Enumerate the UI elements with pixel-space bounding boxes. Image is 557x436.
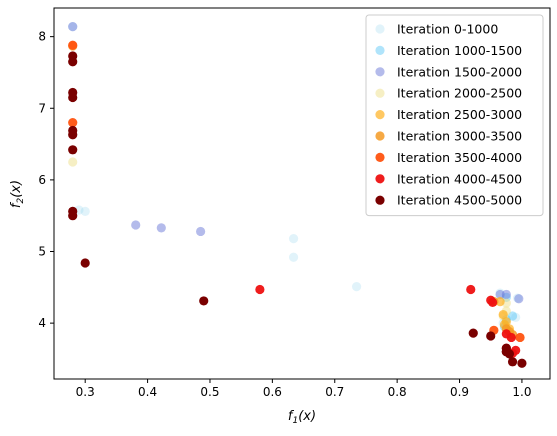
data-point bbox=[501, 347, 511, 357]
x-tick-label: 0.4 bbox=[138, 385, 157, 399]
legend-label: Iteration 2000-2500 bbox=[397, 86, 522, 101]
data-point bbox=[68, 145, 78, 155]
data-point bbox=[507, 311, 518, 321]
legend-marker bbox=[375, 195, 385, 205]
data-point bbox=[501, 289, 511, 300]
points-layer bbox=[68, 22, 527, 368]
legend-label: Iteration 1500-2000 bbox=[397, 64, 522, 79]
data-point bbox=[68, 117, 78, 128]
data-point bbox=[498, 309, 508, 320]
y-tick-label: 5 bbox=[38, 245, 46, 259]
data-point bbox=[506, 332, 516, 343]
x-tick-label: 0.8 bbox=[388, 385, 407, 399]
data-point bbox=[199, 296, 209, 306]
legend-label: Iteration 0-1000 bbox=[397, 22, 498, 37]
legend-marker bbox=[375, 88, 385, 98]
legend-marker bbox=[375, 24, 385, 34]
y-axis-label: f2(x) bbox=[9, 180, 26, 208]
x-tick-label: 0.7 bbox=[325, 385, 344, 399]
y-tick-label: 6 bbox=[38, 173, 46, 187]
y-tick-label: 7 bbox=[38, 101, 46, 115]
legend: Iteration 0-1000 Iteration 1000-1500 Itera… bbox=[365, 14, 544, 217]
legend-label: Iteration 1000-1500 bbox=[397, 43, 522, 58]
data-point bbox=[507, 357, 518, 367]
data-point bbox=[514, 294, 524, 304]
data-point bbox=[486, 331, 496, 341]
data-point bbox=[156, 223, 166, 233]
x-tick-label: 0.6 bbox=[263, 385, 282, 399]
legend-marker bbox=[375, 131, 385, 141]
data-point bbox=[255, 284, 265, 295]
legend-marker bbox=[375, 152, 385, 162]
data-point bbox=[68, 57, 78, 67]
data-point bbox=[351, 282, 362, 292]
legend-marker bbox=[375, 45, 385, 56]
data-point bbox=[68, 157, 78, 167]
data-point bbox=[131, 220, 141, 230]
data-point bbox=[288, 252, 299, 262]
x-ticks: 0.3 0.4 0.5 0.6 0.7 0.8 0.9 1.0 bbox=[76, 379, 531, 399]
data-point bbox=[288, 234, 299, 244]
y-ticks: 4 5 6 7 8 bbox=[38, 30, 54, 330]
x-tick-label: 0.9 bbox=[450, 385, 469, 399]
x-tick-label: 0.3 bbox=[76, 385, 95, 399]
legend-box bbox=[365, 14, 544, 217]
data-point bbox=[68, 211, 78, 221]
y-tick-label: 8 bbox=[38, 30, 46, 44]
data-point bbox=[68, 40, 78, 50]
data-point bbox=[80, 206, 90, 217]
legend-label: Iteration 4500-5000 bbox=[397, 193, 522, 208]
legend-label: Iteration 3500-4000 bbox=[397, 150, 522, 165]
data-point bbox=[466, 284, 476, 295]
data-point bbox=[511, 312, 521, 323]
data-point bbox=[68, 130, 78, 140]
legend-label: Iteration 4000-4500 bbox=[397, 171, 522, 186]
x-tick-label: 1.0 bbox=[512, 385, 531, 399]
data-point bbox=[68, 92, 78, 103]
legend-marker bbox=[375, 174, 385, 184]
data-point bbox=[488, 297, 498, 307]
data-point bbox=[517, 358, 527, 368]
data-point bbox=[468, 328, 478, 338]
data-point bbox=[196, 226, 206, 237]
legend-label: Iteration 2500-3000 bbox=[397, 107, 522, 122]
data-point bbox=[80, 258, 90, 268]
data-point bbox=[68, 22, 78, 32]
legend-marker bbox=[375, 67, 385, 77]
x-axis-label: f1(x) bbox=[288, 409, 316, 426]
y-tick-label: 4 bbox=[38, 316, 46, 330]
x-tick-label: 0.5 bbox=[200, 385, 219, 399]
legend-label: Iteration 3000-3500 bbox=[397, 129, 522, 144]
legend-marker bbox=[375, 110, 385, 120]
plot-frame bbox=[53, 7, 551, 380]
data-point bbox=[515, 332, 525, 343]
